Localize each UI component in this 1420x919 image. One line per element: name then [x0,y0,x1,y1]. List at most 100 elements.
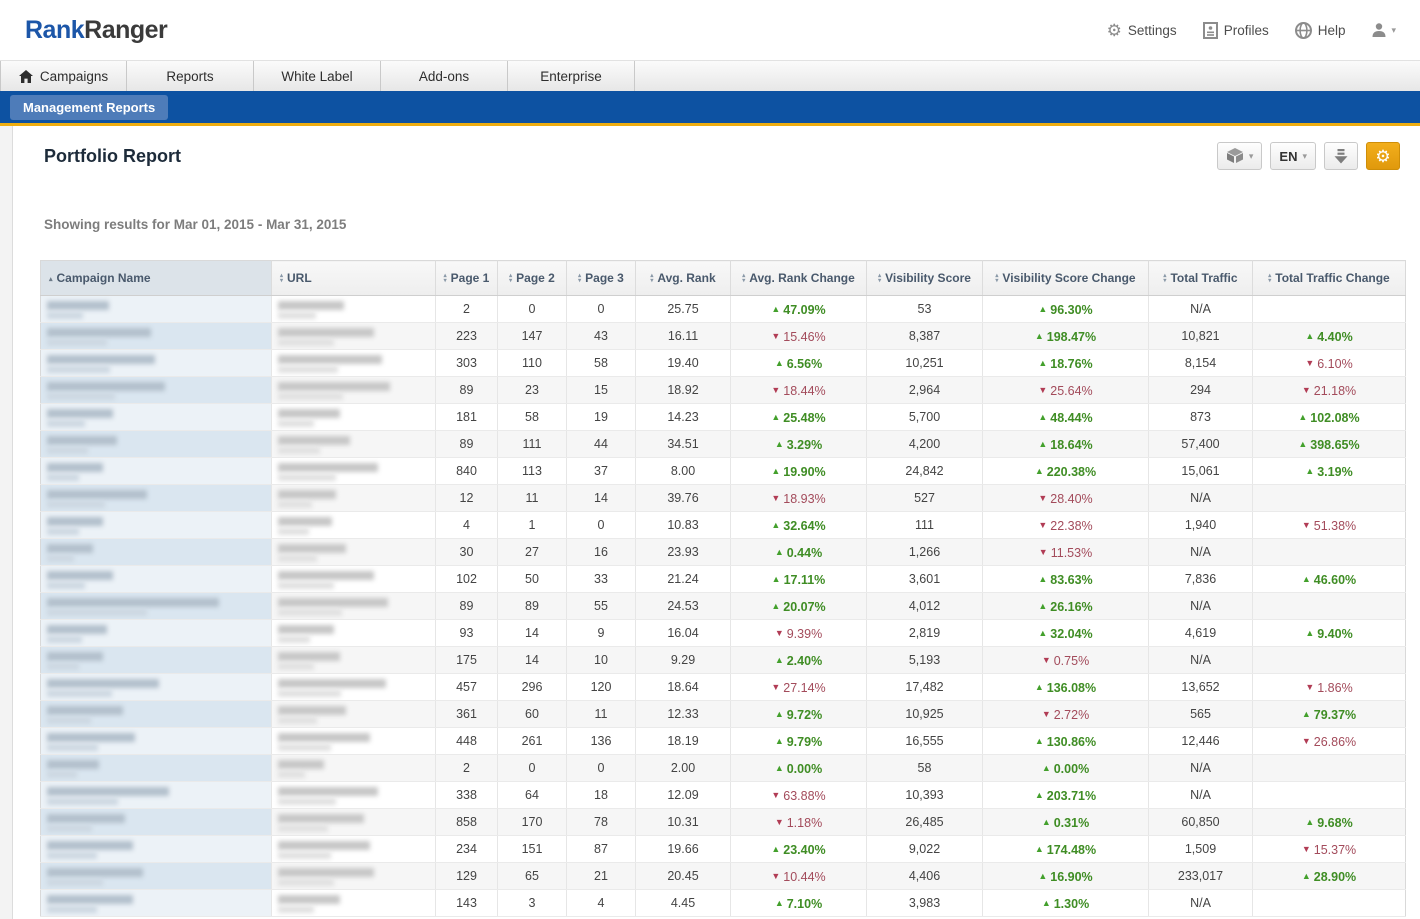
table-row[interactable]: 102 50 33 21.24 ▲ 17.11% 3,601 ▲ 83.63% 7,836 ▲ 46.… [40,565,1406,593]
page3-cell: 0 [566,754,636,782]
column-header-traffic[interactable]: ▴ ▾ Total Traffic [1148,260,1253,296]
column-label: Total Traffic Change [1275,271,1390,285]
table-row[interactable]: 89 111 44 34.51 ▲ 3.29% 4,200 ▲ 18.64% 57,400 ▲ 398… [40,430,1406,458]
nav-tab-reports[interactable]: Reports [127,61,254,91]
visibility-score-cell: 5,700 [866,403,983,431]
visibility-score-change-cell: ▲ 96.30% [982,295,1149,323]
settings-label: Settings [1127,22,1177,38]
table-row[interactable]: 181 58 19 14.23 ▲ 25.48% 5,700 ▲ 48.44% 873 ▲ 102.0… [40,403,1406,431]
rankranger-logo[interactable]: RankRanger [25,16,168,45]
column-header-visibility[interactable]: ▴ ▾ Visibility Score [866,260,983,296]
page2-cell: 147 [497,322,567,350]
change-down: ▼ 9.39% [775,627,822,641]
total-traffic-cell: N/A [1148,295,1253,323]
table-row[interactable]: 361 60 11 12.33 ▲ 9.72% 10,925 ▼ 2.72% 565 ▲ 79.37% [40,700,1406,728]
column-header-page2[interactable]: ▴ ▾ Page 2 [497,260,567,296]
column-header-traffic_change[interactable]: ▴ ▾ Total Traffic Change [1252,260,1406,296]
total-traffic-change-cell [1252,592,1406,620]
report-settings-button[interactable]: ⚙ [1366,142,1400,170]
redacted-text-secondary [278,528,309,535]
page3-cell: 0 [566,295,636,323]
table-row[interactable]: 303 110 58 19.40 ▲ 6.56% 10,251 ▲ 18.76% 8,154 ▼ 6.… [40,349,1406,377]
table-row[interactable]: 338 64 18 12.09 ▼ 63.88% 10,393 ▲ 203.71% N/A [40,781,1406,809]
total-traffic-change-cell: ▼ 15.37% [1252,835,1406,863]
page2-cell: 27 [497,538,567,566]
avg-rank-cell: 10.83 [635,511,731,539]
url-cell [271,781,436,809]
table-row[interactable]: 448 261 136 18.19 ▲ 9.79% 16,555 ▲ 130.86% 12,446… [40,727,1406,755]
total-traffic-cell: 4,619 [1148,619,1253,647]
redacted-text-secondary [278,906,314,913]
sort-icon: ▴ ▾ [578,272,582,284]
nav-tab-enterprise[interactable]: Enterprise [508,61,635,91]
redacted-url [278,463,378,472]
table-row[interactable]: 175 14 10 9.29 ▲ 2.40% 5,193 ▼ 0.75% N/A [40,646,1406,674]
table-row[interactable]: 234 151 87 19.66 ▲ 23.40% 9,022 ▲ 174.48% 1,509 ▼ 1… [40,835,1406,863]
column-label: Campaign Name [56,271,151,285]
table-row[interactable]: 93 14 9 16.04 ▼ 9.39% 2,819 ▲ 32.04% 4,619 ▲ 9.40% [40,619,1406,647]
table-row[interactable]: 12 11 14 39.76 ▼ 18.93% 527 ▼ 28.40% N/A [40,484,1406,512]
download-button[interactable] [1324,142,1358,170]
change-value: 3.29% [786,437,823,452]
trend-up-icon: ▲ [1301,709,1311,720]
column-label: Avg. Rank Change [749,271,855,285]
total-traffic-cell: N/A [1148,781,1253,809]
column-header-visibility_change[interactable]: ▴ ▾ Visibility Score Change [982,260,1149,296]
avg-rank-change-cell: ▲ 25.48% [730,403,867,431]
profiles-menu[interactable]: Profiles [1202,21,1269,39]
column-header-avg_rank[interactable]: ▴ ▾ Avg. Rank [635,260,731,296]
table-row[interactable]: 858 170 78 10.31 ▼ 1.18% 26,485 ▲ 0.31% 60,850 ▲ 9.… [40,808,1406,836]
change-down: ▼ 25.64% [1038,384,1092,398]
sort-icon: ▴ ▾ [509,272,513,284]
campaign-cell [40,781,272,809]
total-traffic-cell: N/A [1148,646,1253,674]
redacted-text-secondary [47,663,79,670]
language-select-button[interactable]: EN ▾ [1270,142,1316,170]
total-traffic-change-cell: ▲ 9.68% [1252,808,1406,836]
column-header-page3[interactable]: ▴ ▾ Page 3 [566,260,636,296]
redacted-url [278,355,382,364]
table-row[interactable]: 30 27 16 23.93 ▲ 0.44% 1,266 ▼ 11.53% N/A [40,538,1406,566]
column-header-url[interactable]: ▴ ▾ URL [271,260,436,296]
report-type-button[interactable]: ▾ [1216,142,1263,170]
visibility-score-cell: 10,251 [866,349,983,377]
column-header-rank_change[interactable]: ▴ ▾ Avg. Rank Change [730,260,867,296]
table-row[interactable]: 2 0 0 2.00 ▲ 0.00% 58 ▲ 0.00% N/A [40,754,1406,782]
change-value: 2.72% [1053,707,1090,722]
table-row[interactable]: 4 1 0 10.83 ▲ 32.64% 111 ▼ 22.38% 1,940 ▼ 51.38% [40,511,1406,539]
redacted-campaign-name [47,814,125,823]
visibility-score-change-cell: ▲ 130.86% [982,727,1149,755]
nav-tab-campaigns[interactable]: Campaigns [0,61,127,91]
table-row[interactable]: 89 89 55 24.53 ▲ 20.07% 4,012 ▲ 26.16% N/A [40,592,1406,620]
table-row[interactable]: 223 147 43 16.11 ▼ 15.46% 8,387 ▲ 198.47% 10,821 ▲… [40,322,1406,350]
change-up: ▲ 28.90% [1302,870,1356,884]
table-row[interactable]: 129 65 21 20.45 ▼ 10.44% 4,406 ▲ 16.90% 233,017 ▲ 2… [40,862,1406,890]
subnav-item-management-reports[interactable]: Management Reports [10,94,169,120]
table-row[interactable]: 457 296 120 18.64 ▼ 27.14% 17,482 ▲ 136.08% 13,65… [40,673,1406,701]
avg-rank-change-cell: ▼ 63.88% [730,781,867,809]
table-row[interactable]: 89 23 15 18.92 ▼ 18.44% 2,964 ▼ 25.64% 294 ▼ 21.18% [40,376,1406,404]
change-down: ▼ 22.38% [1038,519,1092,533]
change-value: 9.68% [1317,815,1353,830]
page3-cell: 44 [566,430,636,458]
change-value: 15.46% [783,329,826,344]
user-account-menu[interactable]: ▾ [1371,22,1396,38]
table-row[interactable]: 143 3 4 4.45 ▲ 7.10% 3,983 ▲ 1.30% N/A [40,889,1406,917]
column-header-page1[interactable]: ▴ ▾ Page 1 [435,260,498,296]
help-menu[interactable]: Help [1294,21,1346,39]
table-row[interactable]: 2 0 0 25.75 ▲ 47.09% 53 ▲ 96.30% N/A [40,295,1406,323]
page1-cell: 303 [435,349,498,377]
trend-up-icon: ▲ [1041,817,1051,828]
trend-up-icon: ▲ [1034,736,1044,747]
column-header-campaign[interactable]: ▴ Campaign Name [40,260,272,296]
trend-up-icon: ▲ [1034,682,1044,693]
total-traffic-change-cell: ▼ 51.38% [1252,511,1406,539]
help-label: Help [1317,22,1346,38]
nav-tab-add-ons[interactable]: Add-ons [381,61,508,91]
total-traffic-cell: 8,154 [1148,349,1253,377]
settings-menu[interactable]: ⚙ Settings [1107,22,1177,39]
nav-tab-white-label[interactable]: White Label [254,61,381,91]
table-row[interactable]: 840 113 37 8.00 ▲ 19.90% 24,842 ▲ 220.38% 15,061 ▲… [40,457,1406,485]
change-up: ▲ 220.38% [1035,465,1096,479]
campaign-cell [40,889,272,917]
